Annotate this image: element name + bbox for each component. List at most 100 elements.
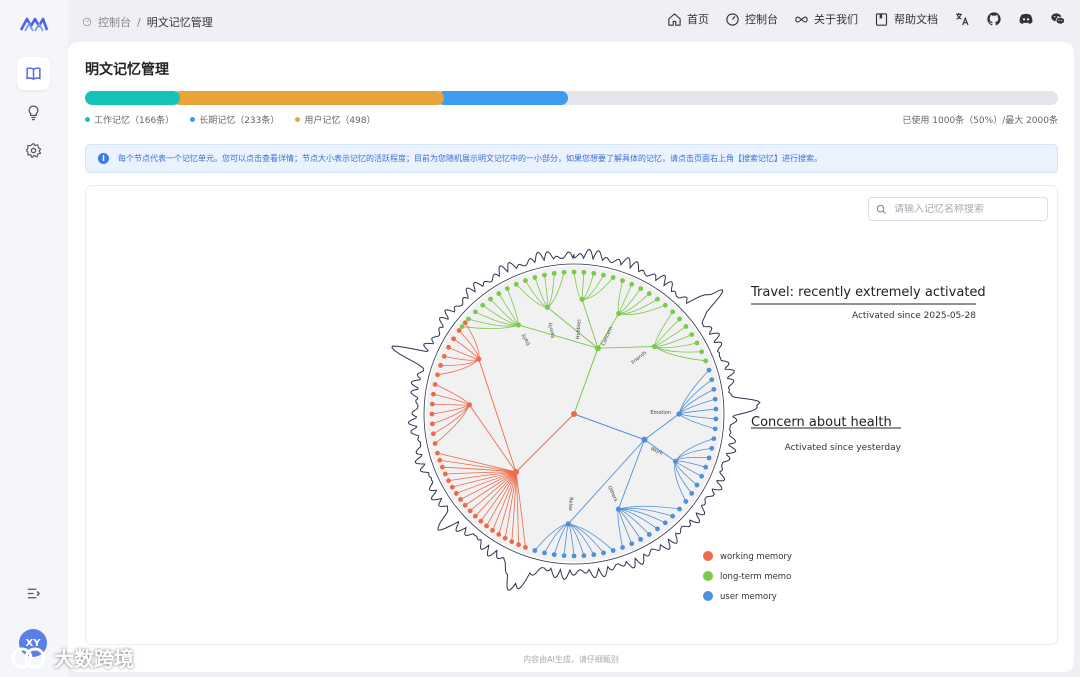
leaf-node[interactable] <box>542 272 547 278</box>
leaf-node[interactable] <box>516 542 521 548</box>
leaf-node[interactable] <box>467 508 473 514</box>
leaf-node[interactable] <box>670 513 676 519</box>
hub-node[interactable] <box>513 468 520 475</box>
leaf-node[interactable] <box>439 464 445 470</box>
leaf-node[interactable] <box>703 464 709 470</box>
leaf-node[interactable] <box>677 316 682 322</box>
leaf-node[interactable] <box>429 401 435 407</box>
avatar[interactable]: XY <box>19 629 47 657</box>
leaf-node[interactable] <box>581 553 587 559</box>
leaf-node[interactable] <box>689 491 695 496</box>
leaf-node[interactable] <box>662 520 668 526</box>
leaf-node[interactable] <box>462 320 468 326</box>
leaf-node[interactable] <box>496 291 502 296</box>
leaf-node[interactable] <box>430 391 436 397</box>
leaf-node[interactable] <box>703 358 709 364</box>
leaf-node[interactable] <box>446 344 452 350</box>
leaf-node[interactable] <box>432 382 438 387</box>
hub-node[interactable] <box>594 345 601 352</box>
leaf-node[interactable] <box>706 367 712 373</box>
leaf-node[interactable] <box>694 340 700 346</box>
leaf-node[interactable] <box>542 550 547 556</box>
root-node[interactable] <box>571 411 577 417</box>
nav-console[interactable]: 控制台 <box>725 11 778 27</box>
nav-docs[interactable]: 帮助文档 <box>874 11 938 27</box>
memory-search-input[interactable] <box>894 203 1044 215</box>
leaf-node[interactable] <box>456 328 462 333</box>
leaf-node[interactable] <box>453 491 459 496</box>
leaf-node[interactable] <box>502 535 508 541</box>
leaf-node[interactable] <box>694 482 700 488</box>
leaf-node[interactable] <box>561 553 567 559</box>
leaf-node[interactable] <box>435 372 440 378</box>
leaf-node[interactable] <box>683 499 689 504</box>
leaf-node[interactable] <box>620 278 625 283</box>
leaf-node[interactable] <box>601 272 606 278</box>
hub-node[interactable] <box>641 436 648 443</box>
leaf-node[interactable] <box>638 286 644 292</box>
leaf-node[interactable] <box>699 349 705 355</box>
collapse-sidebar-button[interactable] <box>17 577 50 610</box>
leaf-node[interactable] <box>462 502 468 508</box>
leaf-node[interactable] <box>711 386 717 392</box>
leaf-node[interactable] <box>561 269 567 275</box>
leaf-node[interactable] <box>488 296 493 302</box>
leaf-node[interactable] <box>629 541 635 547</box>
leaf-node[interactable] <box>699 473 705 479</box>
leaf-node[interactable] <box>430 431 436 437</box>
leaf-node[interactable] <box>638 536 644 542</box>
leaf-node[interactable] <box>532 548 538 553</box>
leaf-node[interactable] <box>571 553 577 559</box>
leaf-node[interactable] <box>662 302 668 308</box>
leaf-node[interactable] <box>532 275 538 280</box>
leaf-node[interactable] <box>709 377 715 383</box>
leaf-node[interactable] <box>490 527 495 533</box>
leaf-node[interactable] <box>646 532 652 537</box>
leaf-node[interactable] <box>683 324 689 329</box>
leaf-node[interactable] <box>713 416 719 422</box>
leaf-node[interactable] <box>601 550 606 556</box>
leaf-node[interactable] <box>712 396 718 402</box>
leaf-node[interactable] <box>441 353 447 359</box>
leaf-node[interactable] <box>451 336 456 342</box>
leaf-node[interactable] <box>655 526 660 532</box>
leaf-node[interactable] <box>523 545 528 550</box>
leaf-node[interactable] <box>591 270 597 276</box>
leaf-node[interactable] <box>670 309 676 315</box>
leaf-node[interactable] <box>610 548 616 553</box>
leaf-node[interactable] <box>655 296 660 302</box>
leaf-node[interactable] <box>711 436 717 442</box>
leaf-node[interactable] <box>438 363 443 368</box>
leaf-node[interactable] <box>466 316 471 322</box>
leaf-node[interactable] <box>459 324 465 329</box>
leaf-node[interactable] <box>509 539 515 545</box>
leaf-node[interactable] <box>523 278 528 283</box>
leaf-node[interactable] <box>480 302 486 308</box>
leaf-node[interactable] <box>713 406 719 412</box>
leaf-node[interactable] <box>513 281 519 287</box>
leaf-node[interactable] <box>478 518 484 524</box>
nav-about[interactable]: 关于我们 <box>794 11 858 27</box>
leaf-node[interactable] <box>435 450 440 456</box>
sidebar-item-settings[interactable] <box>17 134 50 167</box>
leaf-node[interactable] <box>437 457 443 463</box>
leaf-node[interactable] <box>442 471 448 477</box>
leaf-node[interactable] <box>472 513 478 519</box>
nav-home[interactable]: 首页 <box>667 11 709 27</box>
leaf-node[interactable] <box>646 291 652 296</box>
leaf-node[interactable] <box>432 441 438 446</box>
memory-search-box[interactable] <box>868 197 1048 221</box>
leaf-node[interactable] <box>446 478 452 484</box>
sidebar-item-ideas[interactable] <box>17 96 50 129</box>
leaf-node[interactable] <box>610 275 616 280</box>
leaf-node[interactable] <box>449 484 455 490</box>
leaf-node[interactable] <box>504 286 510 292</box>
github-button[interactable] <box>986 11 1002 27</box>
language-button[interactable] <box>954 11 970 27</box>
leaf-node[interactable] <box>551 270 557 276</box>
leaf-node[interactable] <box>551 552 557 558</box>
leaf-node[interactable] <box>591 552 597 558</box>
leaf-node[interactable] <box>429 411 435 417</box>
leaf-node[interactable] <box>472 309 478 315</box>
wechat-button[interactable] <box>1050 11 1066 27</box>
